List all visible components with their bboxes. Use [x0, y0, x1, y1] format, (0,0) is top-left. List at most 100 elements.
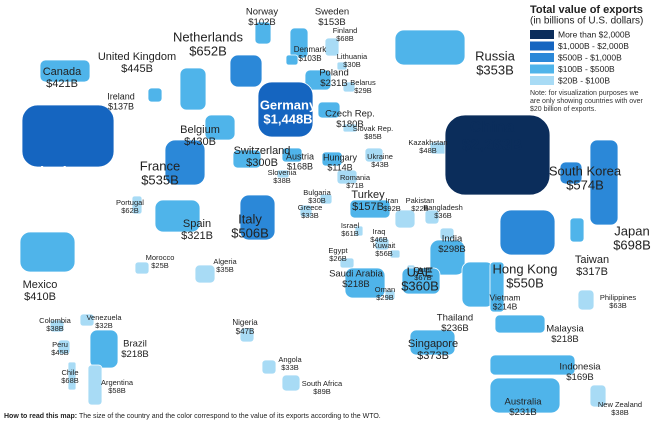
country-shape [344, 267, 386, 299]
country-shape [401, 267, 441, 295]
country-shape [89, 329, 119, 369]
legend: Total value of exports (in billions of U… [530, 4, 644, 113]
country-value: $157B [352, 201, 384, 213]
country-shape [134, 261, 150, 275]
country-name: Bulgaria [303, 188, 331, 197]
country-name: Turkey [351, 189, 385, 201]
country-name: South Korea [549, 163, 622, 178]
country-shape [276, 169, 290, 179]
legend-swatch [530, 76, 554, 85]
country-name: Kuwait [373, 241, 396, 250]
country-name: Denmark [294, 45, 327, 54]
country-value: $1,547B [40, 180, 97, 197]
country-value: $22B [411, 204, 429, 213]
legend-label: $500B - $1,000B [558, 52, 622, 62]
country-shape [389, 249, 401, 259]
country-value: $46B [370, 235, 388, 244]
country-shape [281, 147, 303, 163]
country-value: $48B [419, 146, 437, 155]
legend-note: Note: for visualization purposes we [530, 90, 639, 97]
country-value: $85B [364, 132, 382, 141]
country-value: $550B [506, 276, 544, 291]
country-shape [444, 114, 551, 196]
country-value: $298B [438, 244, 465, 255]
legend-label: More than $2,000B [558, 29, 631, 39]
country-name: Norway [246, 7, 278, 18]
country-shape [429, 239, 466, 276]
country-shape [319, 193, 333, 205]
country-name: UAE [407, 264, 434, 279]
footer: How to read this map: The size of the co… [4, 413, 381, 420]
country-value: $137B [108, 101, 134, 111]
country-name: Indonesia [559, 362, 601, 373]
country-name: Oman [375, 285, 395, 294]
country-shape [67, 361, 77, 391]
country-shape [317, 101, 341, 119]
country-value: $410B [24, 291, 56, 303]
country-value: $652B [189, 44, 227, 59]
country-shape [261, 359, 277, 375]
country-value: $360B [401, 279, 439, 294]
country-name: Hungary [323, 152, 358, 162]
country-name: Greece [298, 203, 323, 212]
country-shape [147, 87, 163, 103]
country-name: Philippines [600, 293, 637, 302]
country-name: Nigeria [232, 318, 258, 327]
country-value: $47B [236, 327, 255, 336]
country-name: Netherlands [173, 29, 244, 44]
legend-subtitle: (in billions of U.S. dollars) [530, 16, 643, 27]
country-value: $506B [231, 226, 269, 241]
country-shape [179, 67, 207, 111]
country-shape [19, 231, 76, 273]
country-shape [424, 209, 440, 225]
country-name: United States [20, 164, 116, 181]
country-name: Malaysia [546, 324, 584, 335]
legend-note: are only showing countries with over [530, 98, 644, 105]
country-value: $30B [308, 196, 326, 205]
country-name: Belarus [350, 78, 376, 87]
country-shape [374, 237, 390, 251]
country-value: $61B [341, 229, 359, 238]
country-name: Taiwan [575, 254, 609, 266]
country-name: Singapore [408, 338, 458, 350]
country-name: Pakistan [406, 196, 435, 205]
country-value: $45B [51, 348, 69, 357]
country-labels: Norway$102BSweden$153BFinland$68BNetherl… [20, 7, 651, 418]
legend-label: $100B - $500B [558, 64, 615, 74]
country-value: $68B [336, 34, 354, 43]
country-shape [324, 37, 340, 57]
country-value: $373B [417, 350, 449, 362]
country-value: $33B [301, 211, 319, 220]
country-name: Vietnam [489, 292, 520, 302]
country-shape [559, 161, 583, 185]
country-shape [384, 289, 396, 301]
country-name: Canada [43, 66, 82, 78]
country-name: Algeria [213, 257, 237, 266]
country-shape [21, 104, 115, 168]
country-shape [254, 21, 272, 45]
country-value: $38B [611, 408, 629, 417]
country-shape [342, 123, 358, 133]
country-name: France [140, 158, 180, 173]
country-name: Mexico [23, 279, 58, 291]
country-name: Austria [286, 151, 314, 161]
country-name: Ukraine [367, 152, 393, 161]
country-name: Morocco [146, 253, 175, 262]
country-name: Peru [52, 340, 68, 349]
country-value: $218B [551, 334, 578, 345]
country-name: Spain [183, 218, 211, 230]
country-shape [239, 327, 255, 343]
country-value: $26B [329, 254, 347, 263]
country-value: $1,448B [263, 112, 312, 127]
country-value: $430B [184, 136, 216, 148]
country-shape [336, 61, 348, 71]
legend-note: $20 billion of exports. [530, 106, 596, 113]
country-shape [336, 169, 358, 185]
country-value: $68B [61, 376, 79, 385]
country-shape [589, 384, 607, 408]
footer-lead: How to read this map: [4, 413, 77, 420]
country-name: South Africa [302, 379, 343, 388]
legend-title: Total value of exports [530, 4, 643, 16]
country-value: $30B [343, 60, 361, 69]
legend-swatch [530, 30, 554, 39]
